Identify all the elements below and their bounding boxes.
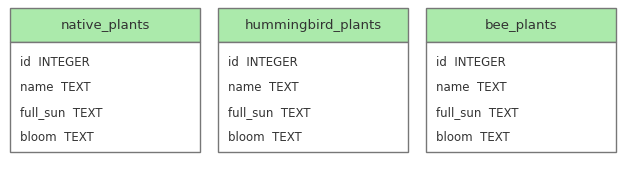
Text: bee_plants: bee_plants (484, 18, 558, 32)
Text: id  INTEGER: id INTEGER (436, 56, 506, 69)
Text: hummingbird_plants: hummingbird_plants (244, 18, 382, 32)
Text: name  TEXT: name TEXT (20, 81, 91, 94)
Bar (426, 42, 616, 152)
Text: full_sun  TEXT: full_sun TEXT (20, 106, 103, 119)
Text: id  INTEGER: id INTEGER (20, 56, 89, 69)
Text: native_plants: native_plants (60, 18, 150, 32)
Text: bloom  TEXT: bloom TEXT (436, 131, 510, 144)
Bar (10, 42, 200, 152)
Text: bloom  TEXT: bloom TEXT (20, 131, 94, 144)
Text: full_sun  TEXT: full_sun TEXT (436, 106, 518, 119)
Text: id  INTEGER: id INTEGER (228, 56, 298, 69)
Bar (218, 42, 408, 152)
Text: full_sun  TEXT: full_sun TEXT (228, 106, 311, 119)
Text: bloom  TEXT: bloom TEXT (228, 131, 302, 144)
Text: name  TEXT: name TEXT (436, 81, 507, 94)
Bar (10, 8, 200, 42)
Text: name  TEXT: name TEXT (228, 81, 299, 94)
Bar (426, 8, 616, 42)
Bar (218, 8, 408, 42)
